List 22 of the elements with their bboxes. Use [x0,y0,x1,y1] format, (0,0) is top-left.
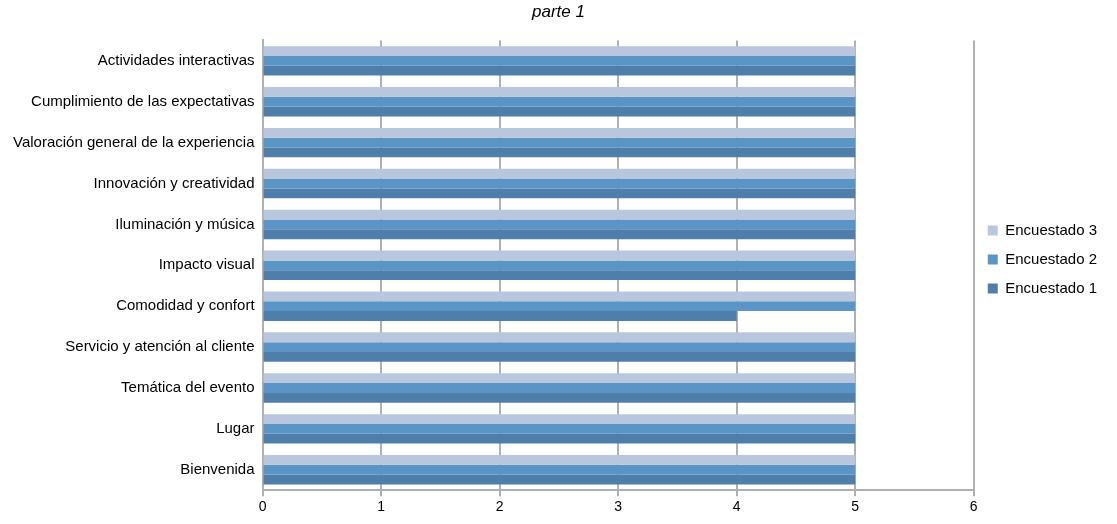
x-tick-label: 3 [614,498,623,515]
y-tick-label: Actividades interactivas [97,50,255,68]
y-tick-label: Servicio y atención al cliente [65,337,255,355]
x-tick-label: 5 [851,498,860,515]
y-tick-label: Impacto visual [158,255,255,273]
legend-label: Encuestado 2 [1005,249,1098,267]
legend-label: Encuestado 1 [1005,278,1098,296]
y-tick-label: Temática del evento [121,378,255,396]
y-tick-label: Bienvenida [180,459,256,477]
x-tick-label: 1 [377,498,386,515]
x-tick-label: 0 [258,498,267,515]
y-tick-label: Cumplimiento de las expectativas [31,91,255,109]
chart-title: parte 1 [531,1,585,21]
x-tick-label: 4 [732,498,741,515]
y-tick-label: Innovación y creatividad [93,173,255,191]
x-tick-label: 6 [969,498,978,515]
y-tick-label: Lugar [216,419,255,436]
y-tick-label: Comodidad y confort [116,296,256,314]
x-tick-label: 2 [495,498,504,515]
legend-label: Encuestado 3 [1005,220,1098,238]
y-tick-label: Iluminación y música [115,214,256,232]
y-tick-label: Valoración general de la experiencia [13,132,256,150]
